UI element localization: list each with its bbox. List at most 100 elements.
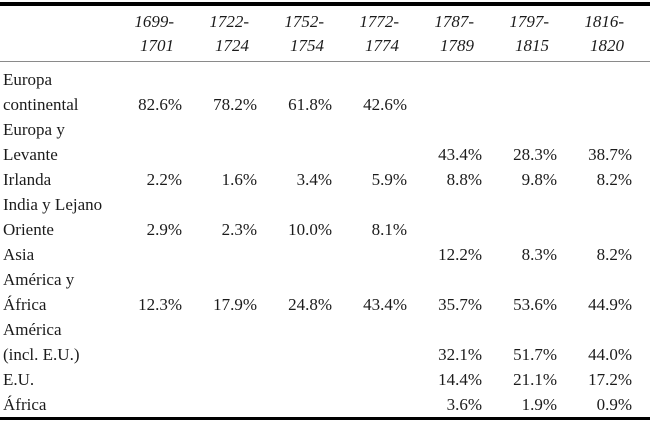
year-range-line2: 1701 [140, 36, 174, 55]
header-filler-cell [632, 4, 650, 62]
value-cell: 2.2% [146, 170, 182, 189]
value-cell: 24.8% [288, 295, 332, 314]
year-range-line2: 1774 [365, 36, 399, 55]
value-cell [407, 62, 482, 118]
filler-cell [632, 117, 650, 167]
year-range-line1: 1816- [584, 12, 624, 31]
value-cell: 53.6% [513, 295, 557, 314]
value-cell [257, 367, 332, 392]
table-row: Europa y Levante 43.4% 28.3% 38.7% [0, 117, 650, 167]
row-label: India y Lejano Oriente [3, 195, 103, 239]
value-cell [182, 117, 257, 167]
value-cell: 21.1% [513, 370, 557, 389]
value-cell [257, 317, 332, 367]
header-row: 1699- 1701 1722- 1724 1752- 1754 1772- 1774 … [0, 4, 650, 62]
value-cell: 61.8% [288, 95, 332, 114]
value-cell: 3.6% [446, 395, 482, 414]
year-header: 1752- 1754 [257, 4, 332, 62]
filler-cell [632, 367, 650, 392]
year-range-line2: 1754 [290, 36, 324, 55]
filler-cell [632, 167, 650, 192]
year-header: 1722- 1724 [182, 4, 257, 62]
value-cell: 51.7% [513, 345, 557, 364]
value-cell: 12.2% [438, 245, 482, 264]
value-cell: 43.4% [363, 295, 407, 314]
value-cell [182, 317, 257, 367]
value-cell [107, 317, 182, 367]
filler-cell [632, 317, 650, 367]
year-range-line1: 1722- [209, 12, 249, 31]
value-cell [332, 317, 407, 367]
table-row: Irlanda 2.2% 1.6% 3.4% 5.9% 8.8% 9.8% 8.… [0, 167, 650, 192]
year-range-line1: 1787- [434, 12, 474, 31]
row-label: Asia [3, 245, 35, 264]
value-cell: 44.9% [588, 295, 632, 314]
year-range-line2: 1820 [590, 36, 624, 55]
year-header: 1772- 1774 [332, 4, 407, 62]
table-row: América (incl. E.U.) 32.1% 51.7% 44.0% [0, 317, 650, 367]
value-cell [332, 392, 407, 419]
value-cell [107, 392, 182, 419]
row-label: E.U. [3, 370, 35, 389]
filler-cell [632, 242, 650, 267]
value-cell: 8.1% [371, 220, 407, 239]
value-cell: 78.2% [213, 95, 257, 114]
value-cell [107, 367, 182, 392]
value-cell [257, 117, 332, 167]
value-cell: 28.3% [513, 145, 557, 164]
value-cell [182, 392, 257, 419]
row-label: América y África [3, 270, 75, 314]
value-cell [332, 117, 407, 167]
year-range-line2: 1724 [215, 36, 249, 55]
value-cell: 8.2% [596, 245, 632, 264]
filler-cell [632, 392, 650, 419]
year-range-line1: 1699- [134, 12, 174, 31]
value-cell [182, 367, 257, 392]
value-cell: 5.9% [371, 170, 407, 189]
value-cell: 17.2% [588, 370, 632, 389]
table-body: Europa continental 82.6% 78.2% 61.8% 42.6… [0, 62, 650, 419]
year-range-line2: 1815 [515, 36, 549, 55]
value-cell: 43.4% [438, 145, 482, 164]
value-cell: 2.3% [221, 220, 257, 239]
value-cell: 9.8% [521, 170, 557, 189]
value-cell [257, 392, 332, 419]
row-label: Europa continental [3, 70, 79, 114]
year-header: 1699- 1701 [107, 4, 182, 62]
table-row: África 3.6% 1.9% 0.9% [0, 392, 650, 419]
header-empty-cell [0, 4, 107, 62]
value-cell: 2.9% [146, 220, 182, 239]
value-cell: 82.6% [138, 95, 182, 114]
table-row: India y Lejano Oriente 2.9% 2.3% 10.0% 8.… [0, 192, 650, 242]
value-cell [107, 117, 182, 167]
value-cell [482, 62, 557, 118]
year-header: 1816- 1820 [557, 4, 632, 62]
year-range-line1: 1797- [509, 12, 549, 31]
value-cell: 42.6% [363, 95, 407, 114]
value-cell: 35.7% [438, 295, 482, 314]
value-cell: 17.9% [213, 295, 257, 314]
value-cell [332, 367, 407, 392]
value-cell: 8.3% [521, 245, 557, 264]
value-cell [332, 242, 407, 267]
value-cell: 10.0% [288, 220, 332, 239]
value-cell: 38.7% [588, 145, 632, 164]
value-cell [407, 192, 482, 242]
year-range-line1: 1752- [284, 12, 324, 31]
year-header: 1797- 1815 [482, 4, 557, 62]
row-label: América (incl. E.U.) [3, 320, 80, 364]
filler-cell [632, 192, 650, 242]
table-row: América y África 12.3% 17.9% 24.8% 43.4% … [0, 267, 650, 317]
value-cell [557, 62, 632, 118]
value-cell: 1.6% [221, 170, 257, 189]
value-cell: 44.0% [588, 345, 632, 364]
value-cell: 32.1% [438, 345, 482, 364]
value-cell: 14.4% [438, 370, 482, 389]
value-cell: 8.8% [446, 170, 482, 189]
value-cell [557, 192, 632, 242]
row-label: Irlanda [3, 170, 52, 189]
data-table: 1699- 1701 1722- 1724 1752- 1754 1772- 1774 … [0, 2, 650, 420]
value-cell: 12.3% [138, 295, 182, 314]
value-cell: 3.4% [296, 170, 332, 189]
table-row: E.U. 14.4% 21.1% 17.2% [0, 367, 650, 392]
